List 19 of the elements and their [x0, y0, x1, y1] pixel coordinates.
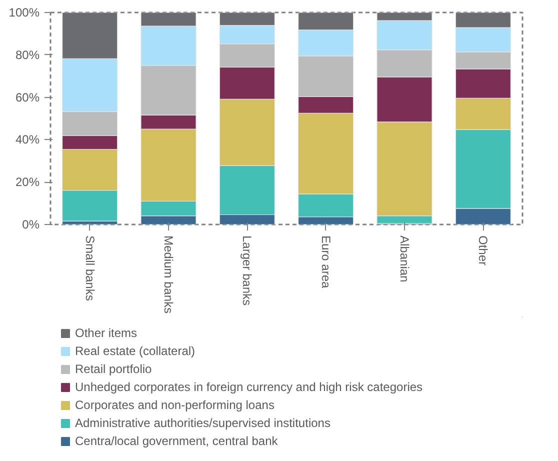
x-tick-label: Larger banks: [240, 236, 254, 306]
legend-label: Administrative authorities/supervised institutions: [75, 416, 330, 430]
legend-label: Real estate (collateral): [75, 344, 196, 358]
y-tick-label: 40%: [15, 132, 40, 147]
legend-label: Other items: [75, 326, 138, 340]
x-tick-label: Albanian: [398, 236, 412, 282]
x-tick-label: Medium banks: [162, 236, 176, 314]
legend-label: Unhedged corporates in foreign currency and high risk categories: [75, 380, 423, 394]
x-tick-label: Small banks: [82, 236, 97, 301]
y-tick-label: 0%: [22, 218, 40, 232]
legend-label: Corporates and non-performing loans: [75, 398, 274, 412]
y-tick-label: 60%: [15, 90, 40, 104]
y-tick-label: 100%: [8, 6, 40, 20]
y-tick-label: 20%: [15, 175, 40, 190]
legend-label: Retail portfolio: [75, 362, 152, 376]
x-tick-label: Other: [476, 236, 490, 266]
y-tick-label: 80%: [15, 48, 40, 62]
x-tick-label: Euro area: [318, 236, 333, 289]
legend-label: Centra/local government, central bank: [75, 434, 278, 448]
